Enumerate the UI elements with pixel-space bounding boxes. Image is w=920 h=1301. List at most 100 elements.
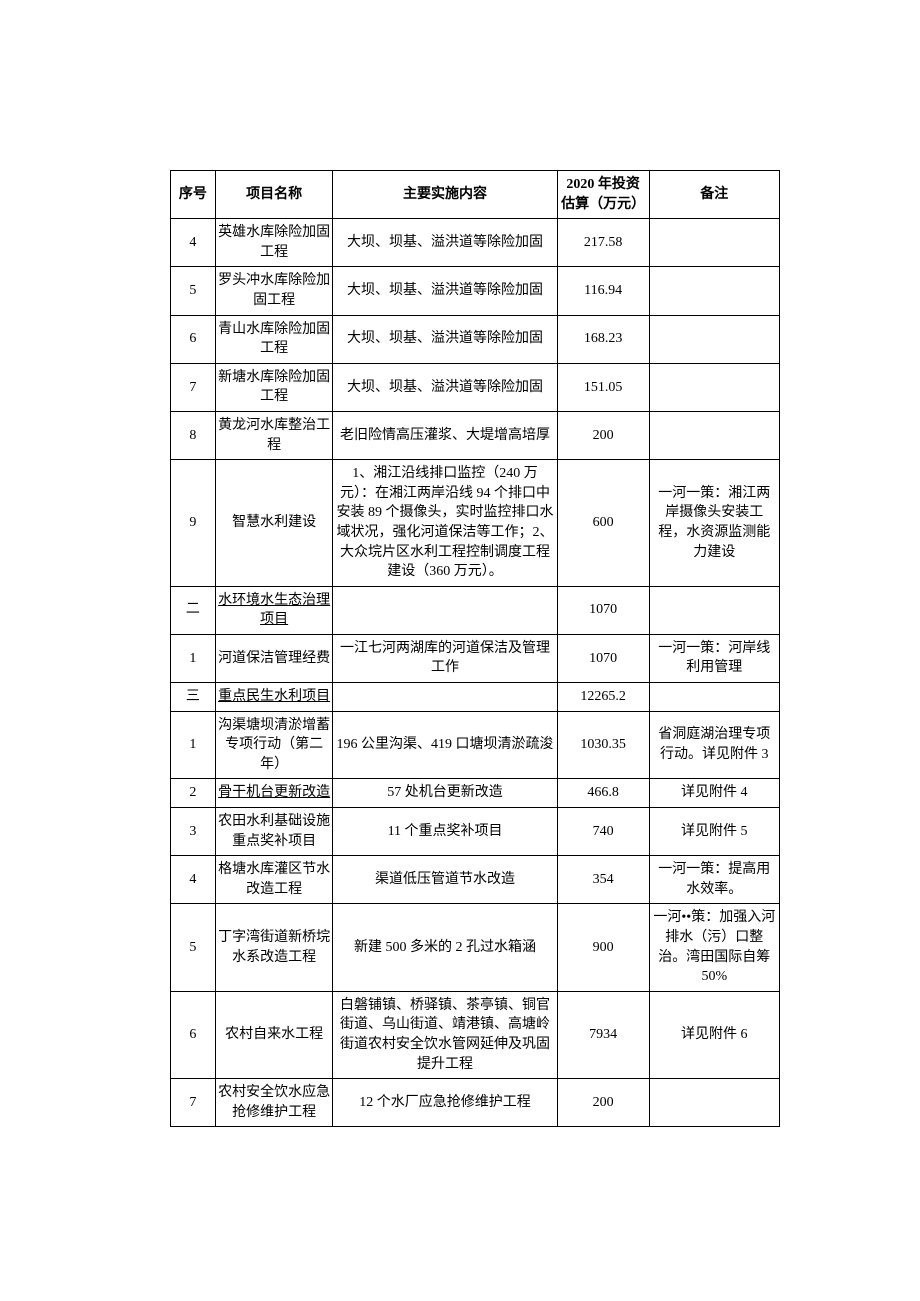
cell-notes bbox=[649, 586, 779, 634]
cell-content: 大坝、坝基、溢洪道等除险加固 bbox=[333, 315, 557, 363]
cell-notes: 一河一策：提高用水效率。 bbox=[649, 856, 779, 904]
cell-content: 57 处机台更新改造 bbox=[333, 779, 557, 808]
table-row: 三重点民生水利项目12265.2 bbox=[171, 683, 780, 712]
cell-content: 一江七河两湖库的河道保洁及管理工作 bbox=[333, 634, 557, 682]
cell-invest: 200 bbox=[557, 1079, 649, 1127]
cell-seq: 5 bbox=[171, 267, 216, 315]
cell-notes: 一河••策：加强入河排水（污）口整治。湾田国际自筹 50% bbox=[649, 904, 779, 991]
cell-content: 新建 500 多米的 2 孔过水箱涵 bbox=[333, 904, 557, 991]
cell-invest: 466.8 bbox=[557, 779, 649, 808]
cell-invest: 354 bbox=[557, 856, 649, 904]
cell-seq: 6 bbox=[171, 315, 216, 363]
cell-seq: 2 bbox=[171, 779, 216, 808]
cell-notes: 省洞庭湖治理专项行动。详见附件 3 bbox=[649, 711, 779, 779]
cell-invest: 200 bbox=[557, 411, 649, 459]
cell-invest: 600 bbox=[557, 460, 649, 587]
col-content-header: 主要实施内容 bbox=[333, 171, 557, 219]
cell-seq: 5 bbox=[171, 904, 216, 991]
cell-invest: 168.23 bbox=[557, 315, 649, 363]
cell-content: 大坝、坝基、溢洪道等除险加固 bbox=[333, 219, 557, 267]
cell-name: 河道保洁管理经费 bbox=[215, 634, 333, 682]
cell-seq: 二 bbox=[171, 586, 216, 634]
cell-seq: 4 bbox=[171, 219, 216, 267]
col-seq-header: 序号 bbox=[171, 171, 216, 219]
cell-content: 196 公里沟渠、419 口塘坝清淤疏浚 bbox=[333, 711, 557, 779]
cell-notes bbox=[649, 363, 779, 411]
cell-notes bbox=[649, 219, 779, 267]
cell-content: 大坝、坝基、溢洪道等除险加固 bbox=[333, 363, 557, 411]
cell-name: 罗头冲水库除险加固工程 bbox=[215, 267, 333, 315]
cell-name: 农田水利基础设施重点奖补项目 bbox=[215, 808, 333, 856]
table-row: 二水环境水生态治理项目 1070 bbox=[171, 586, 780, 634]
cell-notes bbox=[649, 411, 779, 459]
cell-seq: 1 bbox=[171, 634, 216, 682]
cell-seq: 1 bbox=[171, 711, 216, 779]
cell-content bbox=[333, 586, 557, 634]
cell-content: 白磐铺镇、桥驿镇、茶亭镇、铜官街道、乌山街道、靖港镇、高塘岭街道农村安全饮水管网… bbox=[333, 991, 557, 1078]
cell-name: 农村安全饮水应急抢修维护工程 bbox=[215, 1079, 333, 1127]
col-name-header: 项目名称 bbox=[215, 171, 333, 219]
cell-name: 丁字湾街道新桥垸水系改造工程 bbox=[215, 904, 333, 991]
cell-name: 黄龙河水库整治工程 bbox=[215, 411, 333, 459]
cell-notes bbox=[649, 267, 779, 315]
cell-notes: 一河一策：河岸线利用管理 bbox=[649, 634, 779, 682]
cell-content: 老旧险情高压灌浆、大堤增高培厚 bbox=[333, 411, 557, 459]
cell-notes: 一河一策：湘江两岸摄像头安装工程，水资源监测能力建设 bbox=[649, 460, 779, 587]
cell-name: 英雄水库除险加固工程 bbox=[215, 219, 333, 267]
cell-name: 格塘水库灌区节水改造工程 bbox=[215, 856, 333, 904]
cell-name: 新塘水库除险加固工程 bbox=[215, 363, 333, 411]
cell-invest: 151.05 bbox=[557, 363, 649, 411]
cell-notes: 详见附件 6 bbox=[649, 991, 779, 1078]
table-row: 7农村安全饮水应急抢修维护工程12 个水厂应急抢修维护工程200 bbox=[171, 1079, 780, 1127]
cell-notes bbox=[649, 683, 779, 712]
cell-notes bbox=[649, 315, 779, 363]
cell-content: 大坝、坝基、溢洪道等除险加固 bbox=[333, 267, 557, 315]
cell-name: 沟渠塘坝清淤增蓄专项行动（第二年） bbox=[215, 711, 333, 779]
cell-seq: 7 bbox=[171, 1079, 216, 1127]
project-table: 序号 项目名称 主要实施内容 2020 年投资估算（万元） 备注 4英雄水库除险… bbox=[170, 170, 780, 1127]
table-row: 5丁字湾街道新桥垸水系改造工程新建 500 多米的 2 孔过水箱涵900一河••… bbox=[171, 904, 780, 991]
cell-invest: 1070 bbox=[557, 586, 649, 634]
cell-seq: 9 bbox=[171, 460, 216, 587]
cell-seq: 8 bbox=[171, 411, 216, 459]
cell-content: 渠道低压管道节水改造 bbox=[333, 856, 557, 904]
cell-seq: 3 bbox=[171, 808, 216, 856]
table-row: 6青山水库除险加固工程大坝、坝基、溢洪道等除险加固168.23 bbox=[171, 315, 780, 363]
cell-invest: 7934 bbox=[557, 991, 649, 1078]
cell-name: 水环境水生态治理项目 bbox=[215, 586, 333, 634]
cell-invest: 217.58 bbox=[557, 219, 649, 267]
cell-invest: 1070 bbox=[557, 634, 649, 682]
cell-content: 11 个重点奖补项目 bbox=[333, 808, 557, 856]
table-row: 6农村自来水工程白磐铺镇、桥驿镇、茶亭镇、铜官街道、乌山街道、靖港镇、高塘岭街道… bbox=[171, 991, 780, 1078]
cell-seq: 6 bbox=[171, 991, 216, 1078]
table-row: 1沟渠塘坝清淤增蓄专项行动（第二年）196 公里沟渠、419 口塘坝清淤疏浚10… bbox=[171, 711, 780, 779]
cell-content bbox=[333, 683, 557, 712]
table-row: 1河道保洁管理经费一江七河两湖库的河道保洁及管理工作1070一河一策：河岸线利用… bbox=[171, 634, 780, 682]
cell-seq: 三 bbox=[171, 683, 216, 712]
cell-invest: 740 bbox=[557, 808, 649, 856]
cell-name: 青山水库除险加固工程 bbox=[215, 315, 333, 363]
cell-seq: 4 bbox=[171, 856, 216, 904]
table-row: 5罗头冲水库除险加固工程大坝、坝基、溢洪道等除险加固116.94 bbox=[171, 267, 780, 315]
cell-notes: 详见附件 4 bbox=[649, 779, 779, 808]
cell-name: 农村自来水工程 bbox=[215, 991, 333, 1078]
col-notes-header: 备注 bbox=[649, 171, 779, 219]
header-row: 序号 项目名称 主要实施内容 2020 年投资估算（万元） 备注 bbox=[171, 171, 780, 219]
table-row: 2骨干机台更新改造57 处机台更新改造466.8详见附件 4 bbox=[171, 779, 780, 808]
cell-seq: 7 bbox=[171, 363, 216, 411]
cell-name: 骨干机台更新改造 bbox=[215, 779, 333, 808]
cell-invest: 1030.35 bbox=[557, 711, 649, 779]
cell-notes bbox=[649, 1079, 779, 1127]
cell-invest: 12265.2 bbox=[557, 683, 649, 712]
cell-content: 12 个水厂应急抢修维护工程 bbox=[333, 1079, 557, 1127]
table-row: 9智慧水利建设1、湘江沿线排口监控（240 万元）：在湘江两岸沿线 94 个排口… bbox=[171, 460, 780, 587]
cell-invest: 900 bbox=[557, 904, 649, 991]
table-row: 4格塘水库灌区节水改造工程渠道低压管道节水改造354一河一策：提高用水效率。 bbox=[171, 856, 780, 904]
table-row: 7新塘水库除险加固工程大坝、坝基、溢洪道等除险加固151.05 bbox=[171, 363, 780, 411]
cell-invest: 116.94 bbox=[557, 267, 649, 315]
cell-notes: 详见附件 5 bbox=[649, 808, 779, 856]
col-invest-header: 2020 年投资估算（万元） bbox=[557, 171, 649, 219]
table-row: 8黄龙河水库整治工程老旧险情高压灌浆、大堤增高培厚200 bbox=[171, 411, 780, 459]
cell-content: 1、湘江沿线排口监控（240 万元）：在湘江两岸沿线 94 个排口中安装 89 … bbox=[333, 460, 557, 587]
table-row: 3农田水利基础设施重点奖补项目11 个重点奖补项目740详见附件 5 bbox=[171, 808, 780, 856]
